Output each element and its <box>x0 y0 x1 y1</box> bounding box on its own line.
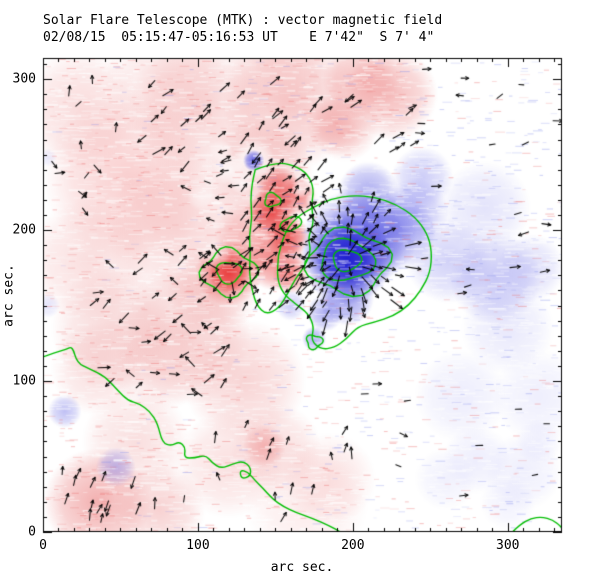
y-tick-label-200: 200 <box>12 222 36 238</box>
y-tick-label-300: 300 <box>12 71 36 87</box>
y-tick-label-0: 0 <box>28 524 36 540</box>
plot-subtitle-datetime: 02/08/15 05:15:47-05:16:53 UT E 7'42" S … <box>43 30 435 45</box>
x-axis-title: arc sec. <box>270 560 334 575</box>
plot-title: Solar Flare Telescope (MTK) : vector mag… <box>43 13 443 28</box>
x-tick-label-300: 300 <box>496 538 520 553</box>
x-tick-label-0: 0 <box>39 538 47 553</box>
y-axis-title: arc sec. <box>1 264 17 327</box>
y-tick-label-100: 100 <box>12 373 36 389</box>
x-tick-label-200: 200 <box>341 538 365 553</box>
x-tick-label-100: 100 <box>186 538 210 553</box>
